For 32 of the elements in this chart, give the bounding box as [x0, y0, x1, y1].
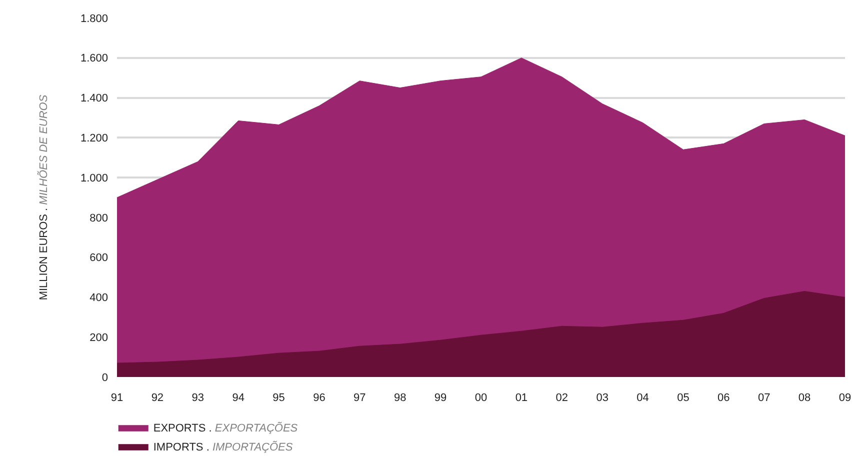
x-tick-label: 02: [556, 392, 568, 404]
legend-label: IMPORTS . IMPORTAÇÕES: [153, 440, 294, 454]
y-tick-label: 400: [90, 292, 108, 304]
x-tick-label: 93: [192, 392, 204, 404]
x-tick-label: 06: [718, 392, 730, 404]
y-tick-label: 1.800: [80, 12, 108, 25]
x-tick-label: 00: [474, 392, 488, 404]
x-tick-label: 03: [596, 392, 608, 404]
y-tick-label: 600: [90, 252, 108, 264]
y-tick-label: 800: [90, 212, 108, 224]
x-tick-label: 09: [838, 392, 852, 404]
y-tick-label: 1.600: [80, 52, 108, 65]
y-tick-label: 1.400: [80, 92, 108, 105]
y-tick-label: 200: [90, 332, 108, 344]
x-tick-label: 96: [313, 392, 326, 404]
x-tick-label: 94: [232, 392, 244, 404]
x-tick-label: 92: [151, 392, 164, 404]
x-tick-label: 98: [394, 392, 406, 404]
x-tick-label: 91: [110, 392, 124, 404]
x-tick-label: 05: [677, 392, 690, 404]
x-tick-label: 04: [636, 392, 649, 404]
y-tick-label: 1.000: [80, 172, 108, 184]
x-tick-label: 01: [515, 392, 528, 404]
y-tick-label: 1.200: [80, 132, 108, 145]
y-tick-label: 0: [102, 372, 108, 384]
x-tick-label: 97: [354, 392, 366, 404]
x-tick-label: 99: [434, 392, 447, 404]
y-axis-title: MILLION EUROS . MILHÕES DE EUROS: [37, 94, 50, 300]
x-tick-label: 07: [758, 392, 770, 404]
x-tick-label: 95: [272, 392, 285, 404]
x-tick-label: 08: [798, 392, 811, 404]
legend-label: EXPORTS . EXPORTAÇÕES: [153, 422, 298, 435]
